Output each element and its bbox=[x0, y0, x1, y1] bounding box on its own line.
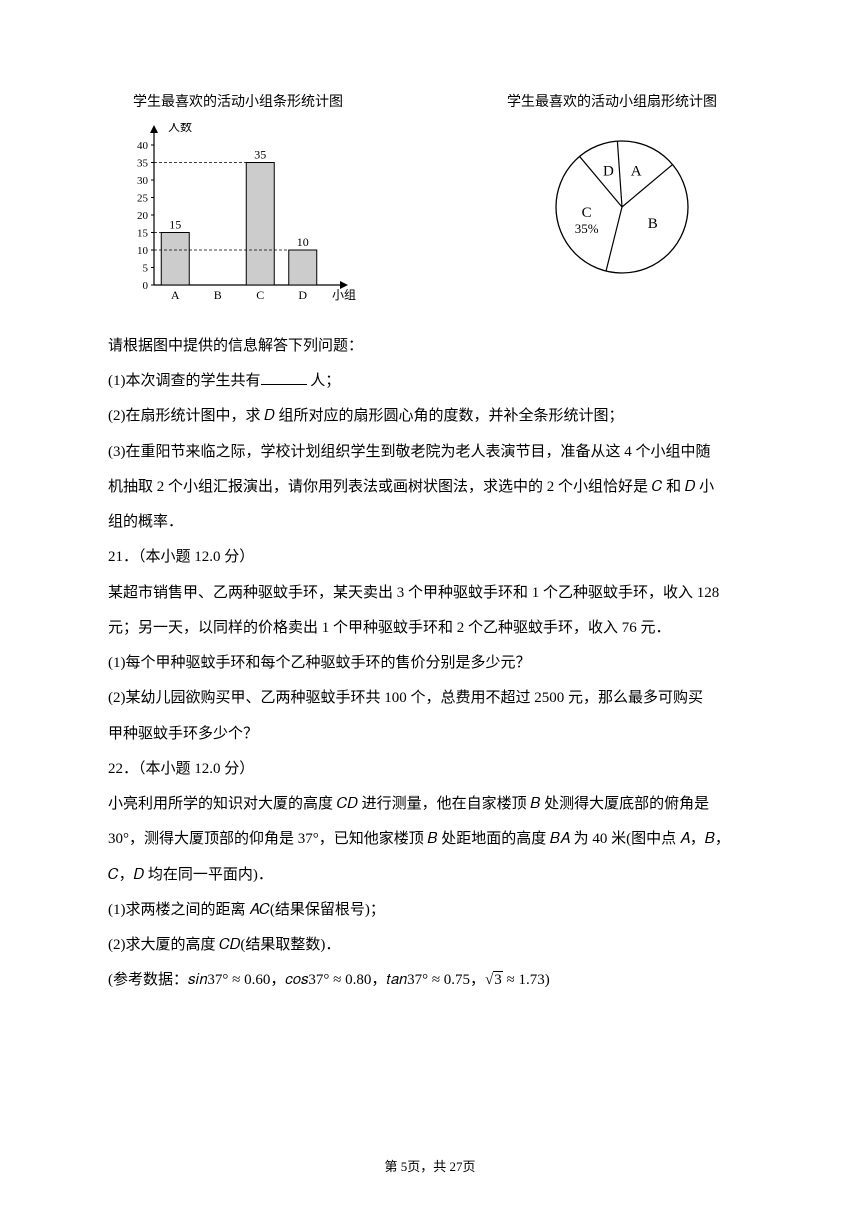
svg-text:5: 5 bbox=[143, 262, 149, 274]
problem-21-line2: 元；另一天，以同样的价格卖出 1 个甲种驱蚊手环和 2 个乙种驱蚊手环，收入 7… bbox=[108, 611, 752, 646]
q1-part-a: (1)本次调查的学生共有 bbox=[108, 373, 261, 389]
problem-21-heading: 21．（本小题 12.0 分） bbox=[108, 540, 752, 575]
svg-text:C: C bbox=[256, 288, 264, 302]
sqrt-icon: √3 bbox=[485, 972, 503, 988]
question-3-line3: 组的概率． bbox=[108, 505, 752, 540]
svg-text:D: D bbox=[603, 163, 614, 179]
problem-21-q1: (1)每个甲种驱蚊手环和每个乙种驱蚊手环的售价分别是多少元？ bbox=[108, 646, 752, 681]
footer-prefix: 第 bbox=[384, 1159, 400, 1174]
svg-text:15: 15 bbox=[137, 227, 149, 239]
problem-22-q1: (1)求两楼之间的距离 𝐴𝐶(结果保留根号)； bbox=[108, 893, 752, 928]
svg-text:C: C bbox=[582, 205, 592, 221]
question-3-line1: (3)在重阳节来临之际，学校计划组织学生到敬老院为老人表演节目，准备从这 4 个… bbox=[108, 435, 752, 470]
svg-text:25: 25 bbox=[137, 192, 149, 204]
bar-chart: 0 5 10 15 20 25 30 35 40 人数小组 15 A B 35 C 10 D bbox=[108, 123, 368, 313]
svg-text:35%: 35% bbox=[575, 221, 599, 236]
problem-21-line1: 某超市销售甲、乙两种驱蚊手环，某天卖出 3 个甲种驱蚊手环和 1 个乙种驱蚊手环… bbox=[108, 576, 752, 611]
charts-row: 学生最喜欢的活动小组条形统计图 0510152025303540人数小组15AB… bbox=[108, 88, 752, 313]
intro-text: 请根据图中提供的信息解答下列问题： bbox=[108, 329, 752, 364]
svg-text:15: 15 bbox=[169, 217, 181, 231]
svg-text:10: 10 bbox=[137, 245, 149, 257]
svg-text:35: 35 bbox=[137, 157, 149, 169]
footer-suffix: 页 bbox=[463, 1159, 476, 1174]
q1-part-b: 人； bbox=[307, 373, 341, 389]
ref-part-b: ≈ 1.73) bbox=[503, 972, 550, 988]
pie-chart-title: 学生最喜欢的活动小组扇形统计图 bbox=[472, 88, 752, 119]
svg-text:小组: 小组 bbox=[332, 288, 356, 302]
problem-22-line1: 小亮利用所学的知识对大厦的高度 𝐶𝐷 进行测量，他在自家楼顶 𝐵 处测得大厦底部… bbox=[108, 787, 752, 822]
sqrt-value: 3 bbox=[493, 971, 503, 988]
bar-chart-title: 学生最喜欢的活动小组条形统计图 bbox=[108, 88, 368, 119]
svg-text:人数: 人数 bbox=[168, 123, 192, 134]
pie-chart-section: 学生最喜欢的活动小组扇形统计图 B C35% D A bbox=[472, 88, 752, 313]
q1-blank bbox=[261, 370, 307, 385]
svg-text:40: 40 bbox=[137, 140, 149, 152]
question-2: (2)在扇形统计图中，求 𝐷 组所对应的扇形圆心角的度数，并补全条形统计图； bbox=[108, 399, 752, 434]
problem-22-line3: 𝐶，𝐷 均在同一平面内)． bbox=[108, 858, 752, 893]
svg-text:20: 20 bbox=[137, 210, 149, 222]
problem-22-q2: (2)求大厦的高度 𝐶𝐷(结果取整数)． bbox=[108, 928, 752, 963]
question-1: (1)本次调查的学生共有 人； bbox=[108, 364, 752, 399]
pie-chart: B C35% D A bbox=[472, 123, 752, 293]
problem-22-reference: (参考数据：𝑠𝑖𝑛37° ≈ 0.60，𝑐𝑜𝑠37° ≈ 0.80，𝑡𝑎𝑛37°… bbox=[108, 963, 752, 998]
question-3-line2: 机抽取 2 个小组汇报演出，请你用列表法或画树状图法，求选中的 2 个小组恰好是… bbox=[108, 470, 752, 505]
svg-text:B: B bbox=[648, 216, 658, 232]
problem-21-q2-line1: (2)某幼儿园欲购买甲、乙两种驱蚊手环共 100 个，总费用不超过 2500 元… bbox=[108, 681, 752, 716]
bar-chart-section: 学生最喜欢的活动小组条形统计图 0 5 10 15 20 25 30 35 40 人数小组 15 A B… bbox=[108, 88, 368, 313]
ref-part-a: (参考数据：𝑠𝑖𝑛37° ≈ 0.60，𝑐𝑜𝑠37° ≈ 0.80，𝑡𝑎𝑛37°… bbox=[108, 972, 485, 988]
footer-total: 27 bbox=[450, 1159, 463, 1174]
svg-text:A: A bbox=[171, 288, 180, 302]
problem-21-q2-line2: 甲种驱蚊手环多少个？ bbox=[108, 717, 752, 752]
problem-22-line2: 30°，测得大厦顶部的仰角是 37°，已知他家楼顶 𝐵 处距地面的高度 𝐵𝐴 为… bbox=[108, 822, 752, 857]
svg-text:D: D bbox=[298, 288, 307, 302]
svg-text:0: 0 bbox=[143, 280, 149, 292]
svg-text:10: 10 bbox=[297, 235, 309, 249]
page-footer: 第 5页，共 27页 bbox=[0, 1153, 860, 1182]
svg-text:B: B bbox=[214, 288, 222, 302]
svg-text:30: 30 bbox=[137, 175, 149, 187]
svg-text:35: 35 bbox=[254, 147, 266, 161]
problem-22-heading: 22．（本小题 12.0 分） bbox=[108, 752, 752, 787]
footer-mid: 页，共 bbox=[407, 1159, 449, 1174]
svg-text:A: A bbox=[631, 163, 642, 179]
